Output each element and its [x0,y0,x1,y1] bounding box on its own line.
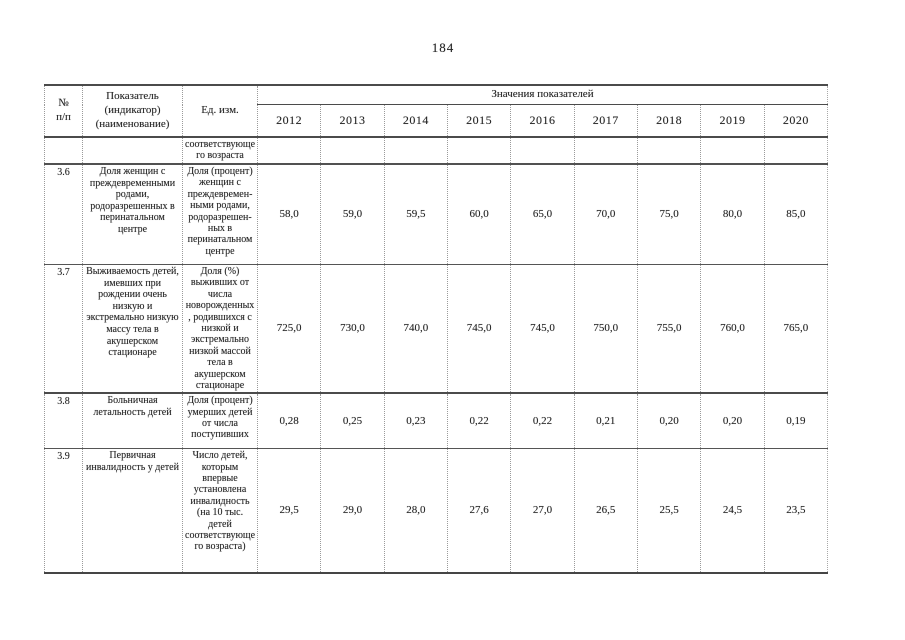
value-cell: 725,0 [256,264,321,395]
value-cell: 27,0 [510,448,575,575]
header-year-2020: 2020 [763,104,829,138]
value-cell: 755,0 [636,264,701,395]
value-cell: 745,0 [510,264,575,395]
value-cell: 745,0 [446,264,511,395]
continuation-unit-cell: соответствующе го возраста [182,137,258,165]
value-cell: 27,6 [446,448,511,575]
page-number: 184 [431,40,455,55]
value-cell: 740,0 [383,264,448,395]
continuation-num-cell [44,137,83,165]
table-row-3-9: 3.9 Первичная инвалидность у детей Число… [44,448,829,575]
value-cell: 26,5 [573,448,638,575]
header-year-2014: 2014 [383,104,448,138]
value-cell: 29,5 [256,448,321,575]
value-cell: 0,21 [573,393,638,450]
header-year-2015: 2015 [446,104,511,138]
value-cell: 60,0 [446,164,511,265]
value-cell: 80,0 [700,164,765,265]
row-num: 3.9 [44,448,83,575]
value-cell: 750,0 [573,264,638,395]
value-cell: 760,0 [700,264,765,395]
value-cell: 58,0 [256,164,321,265]
row-unit: Доля (процент) женщин с преждевремен- ны… [182,164,258,265]
header-year-2013: 2013 [320,104,385,138]
value-cell: 0,25 [320,393,385,450]
row-num: 3.8 [44,393,83,450]
value-cell: 70,0 [573,164,638,265]
row-num: 3.6 [44,164,83,265]
continuation-row: соответствующе го возраста [44,137,829,165]
value-cell: 0,22 [446,393,511,450]
indicators-table: № п/п Показатель (индикатор) (наименован… [44,84,829,575]
header-col-unit: Ед. изм. [182,85,258,138]
value-cell: 29,0 [320,448,385,575]
row-unit: Доля (процент) умерших детей от числа по… [182,393,258,450]
value-cell: 59,5 [383,164,448,265]
value-cell: 28,0 [383,448,448,575]
table-row-3-8: 3.8 Больничная летальность детей Доля (п… [44,393,829,450]
value-cell: 0,23 [383,393,448,450]
table-row-3-7: 3.7 Выживаемость детей, имевших при рожд… [44,264,829,395]
header-year-2016: 2016 [510,104,575,138]
header-year-2017: 2017 [573,104,638,138]
row-unit: Число детей, которым впервые установлена… [182,448,258,575]
row-num: 3.7 [44,264,83,395]
value-cell: 0,28 [256,393,321,450]
header-col-indicator: Показатель (индикатор) (наименование) [82,85,183,138]
value-cell: 23,5 [763,448,829,575]
header-values-group: Значения показателей [257,85,828,105]
row-indicator: Выживаемость детей, имевших при рождении… [82,264,183,395]
header-row-years: 2012 2013 2014 2015 2016 2017 2018 2019 … [45,104,829,138]
value-cell: 0,20 [636,393,701,450]
header-year-2012: 2012 [256,104,321,138]
header-year-2019: 2019 [700,104,765,138]
value-cell: 730,0 [320,264,385,395]
row-unit: Доля (%) выживших от числа новорожденных… [182,264,258,395]
value-cell: 0,19 [763,393,829,450]
value-cell: 65,0 [510,164,575,265]
value-cell: 765,0 [763,264,829,395]
header-row-top: № п/п Показатель (индикатор) (наименован… [44,85,828,138]
header-col-num: № п/п [44,85,83,138]
value-cell: 0,20 [700,393,765,450]
value-cell: 75,0 [636,164,701,265]
table-row-3-6: 3.6 Доля женщин с преждевременными родам… [44,164,829,265]
indicators-table-wrap: № п/п Показатель (индикатор) (наименован… [44,84,829,575]
row-indicator: Больничная летальность детей [82,393,183,450]
value-cell: 59,0 [320,164,385,265]
value-cell: 24,5 [700,448,765,575]
value-cell: 0,22 [510,393,575,450]
header-year-2018: 2018 [636,104,701,138]
row-indicator: Доля женщин с преждевременными родами, р… [82,164,183,265]
value-cell: 85,0 [763,164,829,265]
row-indicator: Первичная инвалидность у детей [82,448,183,575]
continuation-indicator-cell [82,137,183,165]
value-cell: 25,5 [636,448,701,575]
